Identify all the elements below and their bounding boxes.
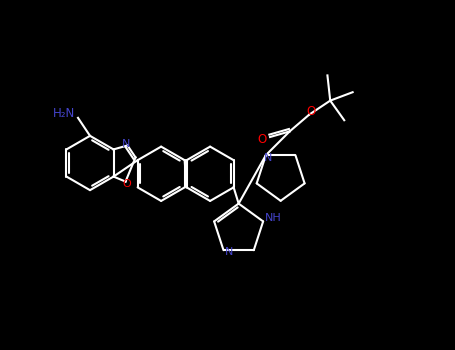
Text: O: O xyxy=(307,105,316,118)
Text: N: N xyxy=(122,139,131,149)
Text: O: O xyxy=(122,178,131,189)
Text: NH: NH xyxy=(265,214,282,223)
Text: N: N xyxy=(224,247,233,257)
Text: N: N xyxy=(263,153,272,163)
Text: H₂N: H₂N xyxy=(53,107,75,120)
Text: O: O xyxy=(258,133,267,146)
